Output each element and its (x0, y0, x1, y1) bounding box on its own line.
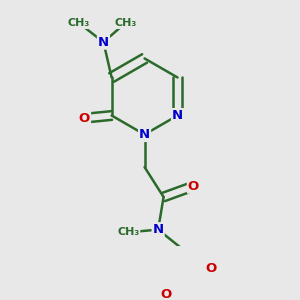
Text: N: N (98, 36, 109, 49)
Text: O: O (161, 288, 172, 300)
Text: O: O (206, 262, 217, 275)
Text: O: O (188, 180, 199, 193)
Text: CH₃: CH₃ (117, 227, 140, 237)
Text: N: N (172, 109, 183, 122)
Text: N: N (139, 128, 150, 141)
Text: CH₃: CH₃ (68, 18, 90, 28)
Text: N: N (153, 223, 164, 236)
Text: CH₃: CH₃ (114, 18, 136, 28)
Text: O: O (79, 112, 90, 125)
